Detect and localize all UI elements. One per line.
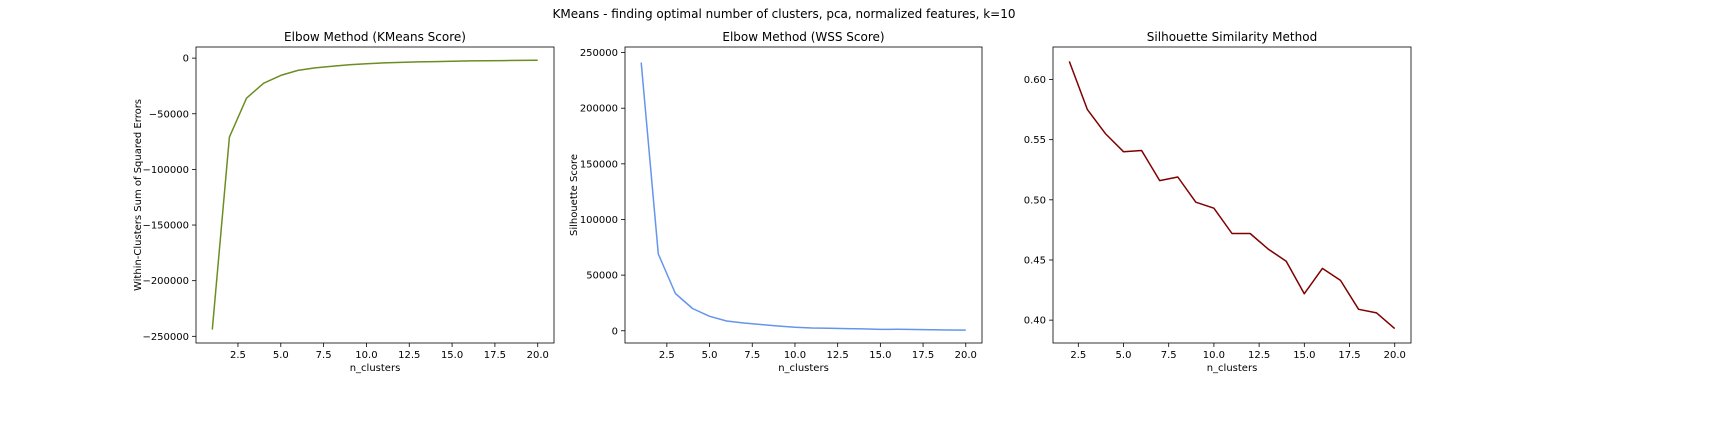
- axes-frame: [1052, 46, 1412, 344]
- x-tick-label: 20.0: [1384, 350, 1406, 361]
- x-axis-label: n_clusters: [778, 363, 829, 374]
- x-tick-label: 5.0: [702, 350, 718, 361]
- series-line: [1068, 61, 1396, 330]
- chart-title: Silhouette Similarity Method: [1147, 30, 1317, 44]
- y-tick-label: 0.40: [1024, 316, 1046, 327]
- x-tick-label: 12.5: [1248, 350, 1270, 361]
- x-tick-label: 10.0: [355, 350, 377, 361]
- x-tick-label: 10.0: [784, 350, 806, 361]
- x-axis-label: n_clusters: [1207, 363, 1258, 374]
- chart-panel-1: Elbow Method (KMeans Score) 2.5 5.0 7.5 10.0…: [133, 30, 555, 374]
- x-tick-label: 15.0: [441, 350, 463, 361]
- axes-frame: [624, 46, 983, 344]
- x-tick-label: 17.5: [484, 350, 506, 361]
- y-tick-label: 200000: [580, 104, 618, 115]
- chart-panel-2: Elbow Method (WSS Score) 2.5 5.0 7.5 10.0 12.…: [569, 30, 983, 374]
- y-tick-label: 0.60: [1024, 75, 1046, 86]
- x-tick-label: 15.0: [869, 350, 891, 361]
- y-tick-label: 0.55: [1024, 135, 1046, 146]
- chart-panel-3: Silhouette Similarity Method 2.5 5.0 7.5 10.…: [1024, 30, 1412, 374]
- x-tick-label: 7.5: [744, 350, 760, 361]
- x-tick-label: 2.5: [1070, 350, 1086, 361]
- panels: Elbow Method (KMeans Score) 2.5 5.0 7.5 10.0…: [133, 30, 1412, 374]
- x-tick-label: 2.5: [659, 350, 675, 361]
- y-tick-label: 0.50: [1024, 195, 1046, 206]
- y-tick-label: −50000: [149, 109, 189, 120]
- x-tick-label: 20.0: [527, 350, 549, 361]
- x-tick-label: 5.0: [1116, 350, 1132, 361]
- y-tick-label: 100000: [580, 215, 618, 226]
- y-tick-label: −200000: [142, 276, 189, 287]
- x-tick-label: 7.5: [316, 350, 332, 361]
- y-axis-label: Silhouette Score: [569, 154, 580, 236]
- figure-suptitle: KMeans - finding optimal number of clust…: [552, 7, 1015, 21]
- x-tick-label: 17.5: [912, 350, 934, 361]
- x-axis-label: n_clusters: [350, 363, 401, 374]
- series-line: [211, 59, 538, 330]
- x-tick-label: 5.0: [273, 350, 289, 361]
- y-tick-label: −250000: [142, 332, 189, 343]
- y-tick-label: 0.45: [1024, 255, 1046, 266]
- x-tick-label: 12.5: [398, 350, 420, 361]
- axes-frame: [195, 46, 555, 344]
- x-tick-label: 10.0: [1203, 350, 1225, 361]
- y-tick-label: 0: [183, 54, 189, 65]
- x-tick-label: 17.5: [1338, 350, 1360, 361]
- y-tick-label: −150000: [142, 221, 189, 232]
- chart-title: Elbow Method (KMeans Score): [284, 30, 466, 44]
- y-tick-label: 250000: [580, 48, 618, 59]
- x-tick-label: 12.5: [827, 350, 849, 361]
- y-tick-label: −100000: [142, 165, 189, 176]
- series-line: [640, 62, 966, 331]
- y-tick-label: 50000: [586, 271, 618, 282]
- x-tick-label: 2.5: [230, 350, 246, 361]
- y-tick-label: 150000: [580, 159, 618, 170]
- x-tick-label: 20.0: [955, 350, 977, 361]
- x-tick-label: 7.5: [1161, 350, 1177, 361]
- y-axis-label: Within-Clusters Sum of Squared Errors: [133, 99, 144, 291]
- chart-title: Elbow Method (WSS Score): [722, 30, 884, 44]
- x-tick-label: 15.0: [1293, 350, 1315, 361]
- y-tick-label: 0: [612, 326, 618, 337]
